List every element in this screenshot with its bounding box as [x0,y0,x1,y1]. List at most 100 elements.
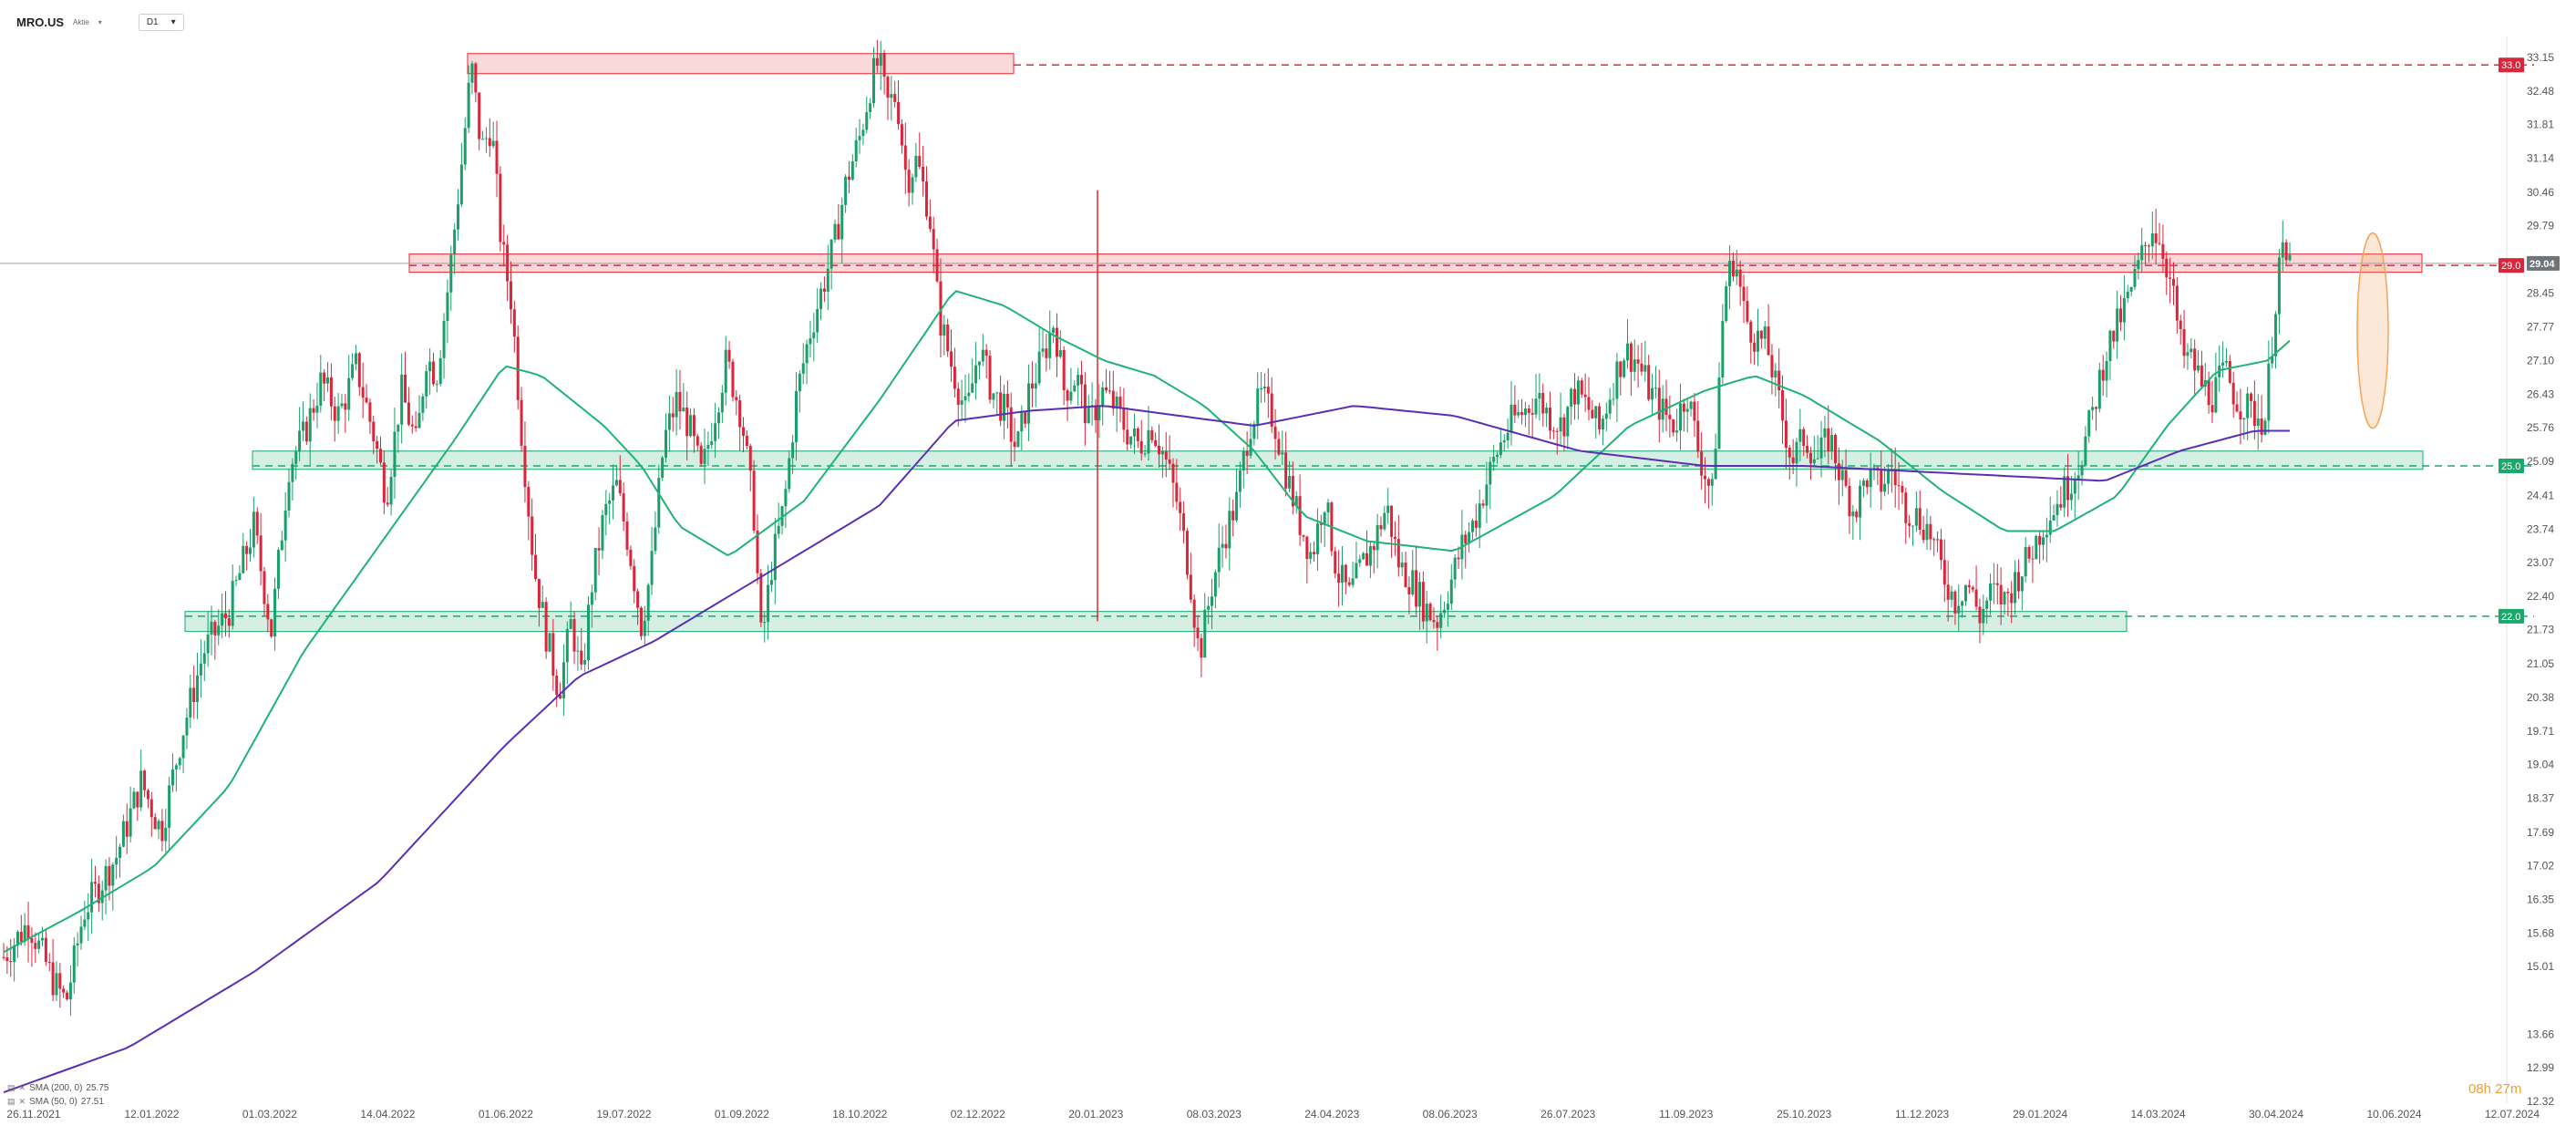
candle-body [93,882,97,884]
candle [273,577,277,651]
candle [1097,384,1101,439]
candle-body [1027,383,1031,424]
candle [291,458,294,501]
candle [1918,490,1922,535]
candle-body [15,931,19,945]
candle [1284,431,1288,497]
candle [2277,248,2281,335]
candle [586,595,590,670]
candle-body [1929,523,1932,540]
candle-body [1742,286,1746,302]
candle-body [1355,563,1358,579]
candle [2190,337,2193,358]
candle-body [879,53,882,67]
candle-body [2116,308,2119,342]
candle-body [2165,258,2169,278]
candle-body [263,571,266,604]
candle [1415,545,1418,615]
candle [1224,524,1228,559]
settings-icon[interactable]: ▤ [7,1097,15,1106]
candle [1672,418,1675,437]
price-tick-label: 31.14 [2527,151,2554,164]
candle [1992,563,1995,604]
candle-body [1062,349,1066,391]
candle-body [2154,232,2158,243]
candle [1840,460,1844,497]
candle-body [2101,369,2105,381]
candle-body [174,765,178,770]
candle-body [1791,457,1795,464]
candle [850,154,854,181]
candle [1583,373,1587,412]
candle [1971,585,1974,593]
candle [2101,355,2105,397]
candle [735,390,738,416]
candle [125,803,129,854]
remove-icon[interactable]: ✕ [18,1083,26,1092]
candle-body [1583,394,1587,398]
candle-body [1908,522,1911,526]
candle-body [223,613,227,619]
symbol-dropdown-icon[interactable]: ▾ [98,17,102,26]
candle-body [2014,572,2017,604]
candle-body [132,791,136,809]
candle-body [509,281,512,310]
candle-body [858,136,861,140]
date-axis[interactable]: 26.11.2021 12.01.2022 01.03.2022 14.04.2022… [6,1108,2540,1121]
date-tick-label: 01.06.2022 [479,1108,533,1121]
candle-body [646,584,650,621]
candle [2169,257,2172,304]
candle-body [291,463,294,482]
candle-body [1468,532,1471,544]
timeframe-select[interactable]: D1 ▾ [138,13,184,31]
candle-body [625,521,629,550]
candle-body [1668,414,1672,419]
candle [93,865,97,898]
candle-body [1664,398,1668,415]
candle [1344,563,1347,594]
date-tick-label: 01.03.2022 [242,1108,297,1121]
candle-body [1872,467,1876,469]
candle-body [1749,321,1753,343]
price-axis[interactable]: 33.15 32.48 31.81 31.14 30.46 29.79 28.45 27.77… [2499,51,2560,1108]
candle-body [245,545,249,554]
candle-body [1139,440,1143,454]
candle [202,640,206,682]
candle-body [333,406,336,421]
candle-body [2003,592,2006,604]
candle-body [999,392,1003,421]
candle [1235,469,1239,523]
candle [1393,521,1396,556]
candle-body [495,140,499,174]
legend-row-sma50: ▤ ✕ SMA (50, 0) 27.51 [7,1095,108,1109]
candle-body [2179,320,2182,330]
candle [1601,415,1604,446]
settings-icon[interactable]: ▤ [7,1083,15,1092]
candle [2119,294,2123,332]
candle [1989,573,1993,615]
candle [1168,435,1171,470]
candle-body [72,945,76,983]
candle [1830,427,1834,460]
candle-body [597,548,601,551]
candle [2140,227,2144,273]
candle-body [2197,365,2200,371]
candle [636,588,640,625]
symbol-name[interactable]: MRO.US [16,15,64,29]
candle-body [2108,330,2112,361]
candle-body [1379,524,1383,530]
candle-body [1235,491,1239,521]
chevron-down-icon: ▾ [170,16,176,27]
remove-icon[interactable]: ✕ [18,1097,26,1106]
candle-body [365,398,368,403]
candle [213,619,217,660]
candle-body [769,580,773,585]
candle [988,350,992,404]
candle [287,468,291,518]
candle-body [1415,570,1418,607]
candle [1770,344,1774,395]
candle-body [2020,576,2024,592]
candle-body [614,480,618,486]
candle-body [1129,436,1133,445]
